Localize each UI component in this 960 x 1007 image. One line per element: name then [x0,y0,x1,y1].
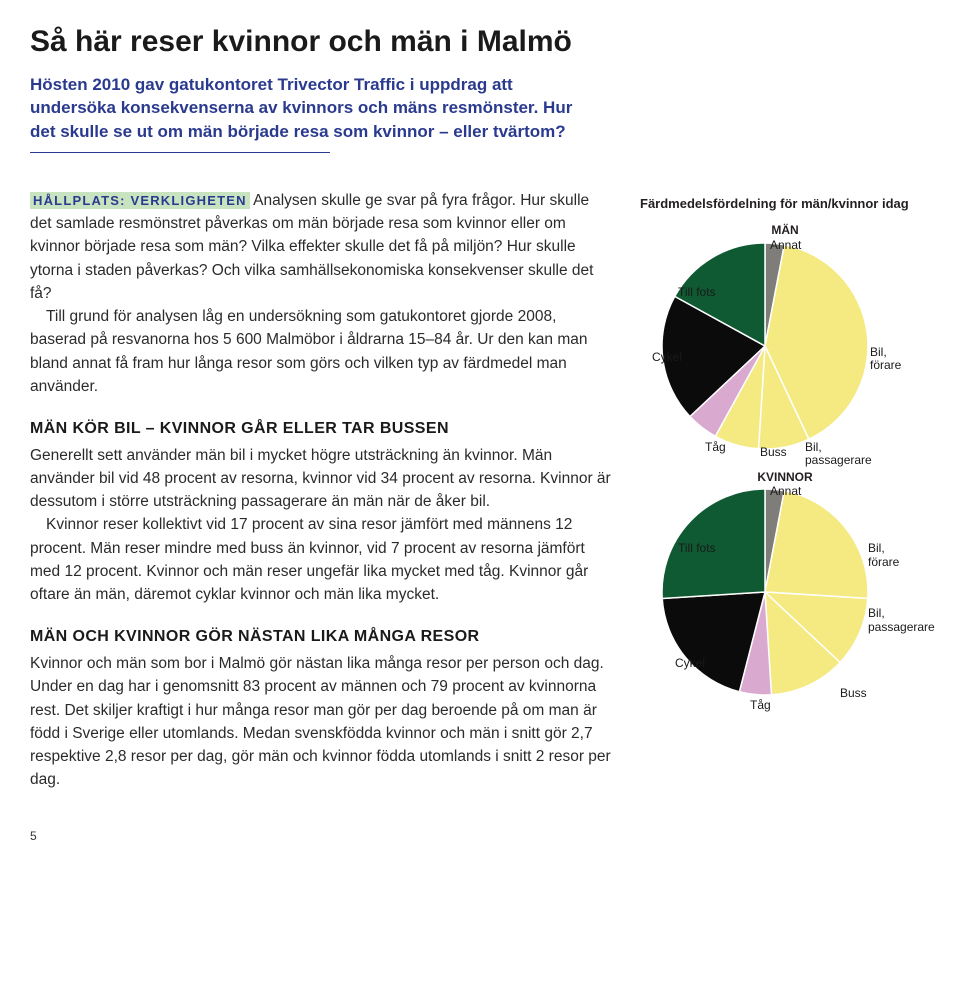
pie-label-cykel: Cykel [652,351,682,365]
paragraph-2b: Kvinnor reser kollektivt vid 17 procent … [30,513,612,606]
chart-sub-women: KVINNOR [640,469,930,485]
pie-label-bil_forare: Bil, förare [870,346,901,374]
sidebar-charts: Färdmedelsfördelning för män/kvinnor ida… [640,189,930,844]
paragraph-2a: Generellt sett använder män bil i mycket… [30,444,612,514]
paragraph-1: HÅLLPLATS: VERKLIGHETEN Analysen skulle … [30,189,612,305]
pie-label-bil_forare: Bil, förare [868,542,899,570]
page-title: Så här reser kvinnor och män i Malmö [30,22,930,63]
pie-chart-men: AnnatTill fotsCykelTågBussBil, passagera… [660,241,910,451]
pie-label-tag: Tåg [750,699,771,713]
intro-rule [30,152,330,153]
pie-label-tag: Tåg [705,441,726,455]
pie-label-till_fots: Till fots [678,286,716,300]
pie-label-till_fots: Till fots [678,542,716,556]
heading-men-bil: MÄN KÖR BIL – KVINNOR GÅR ELLER TAR BUSS… [30,418,612,440]
intro-text: Hösten 2010 gav gatukontoret Trivector T… [30,73,590,144]
section-tag: HÅLLPLATS: VERKLIGHETEN [30,192,250,209]
pie-label-bil_pass: Bil, passagerare [805,441,872,469]
pie-label-buss: Buss [840,687,867,701]
article-body: HÅLLPLATS: VERKLIGHETEN Analysen skulle … [30,189,612,844]
pie-label-annat: Annat [770,485,801,499]
chart-sub-men: MÄN [640,222,930,238]
paragraph-3: Kvinnor och män som bor i Malmö gör näst… [30,652,612,792]
chart-title: Färdmedelsfördelning för män/kvinnor ida… [640,195,930,213]
pie-chart-women: AnnatTill fotsCykelTågBussBil, passagera… [660,487,910,697]
pie-label-bil_pass: Bil, passagerare [868,607,935,635]
pie-label-annat: Annat [770,239,801,253]
paragraph-1b: Till grund för analysen låg en undersökn… [30,305,612,398]
pie-label-buss: Buss [760,446,787,460]
heading-lika-resor: MÄN OCH KVINNOR GÖR NÄSTAN LIKA MÅNGA RE… [30,626,612,648]
pie-label-cykel: Cykel [675,657,705,671]
page-number: 5 [30,828,612,844]
